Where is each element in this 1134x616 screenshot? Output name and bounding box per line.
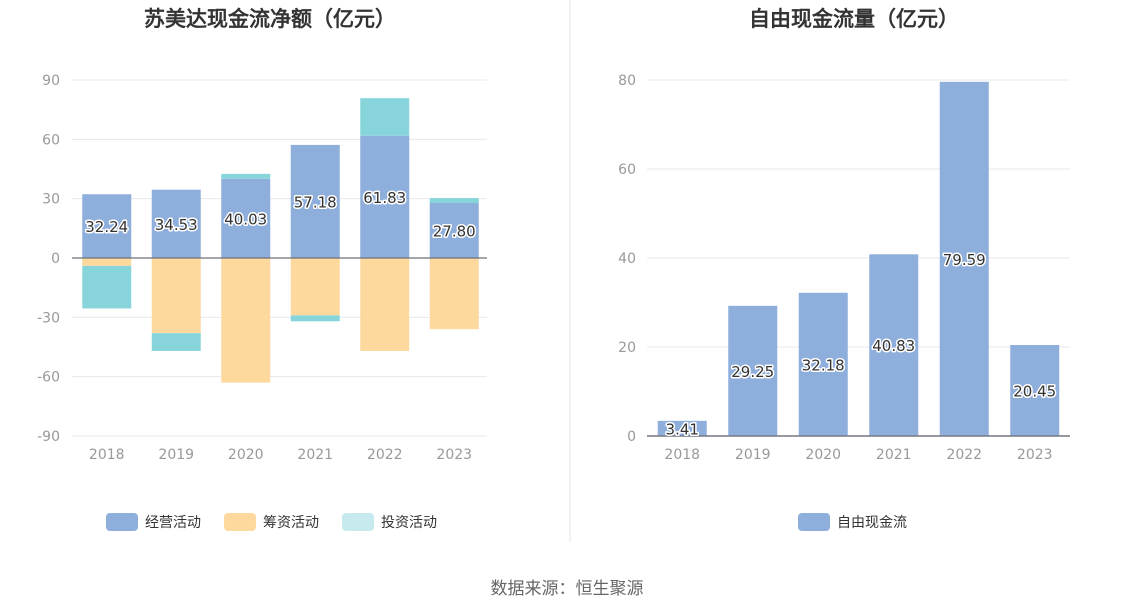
bar	[82, 258, 132, 266]
legend-label: 经营活动	[145, 515, 201, 531]
bar	[939, 81, 989, 437]
data-source: 数据来源：恒生聚源	[490, 579, 644, 599]
y-tick-label: 20	[618, 340, 636, 356]
bar	[429, 203, 479, 258]
x-tick-label: 2020	[805, 447, 841, 463]
bar	[290, 315, 340, 322]
legend-swatch	[106, 513, 138, 531]
x-tick-label: 2022	[946, 447, 982, 463]
y-tick-label: 0	[627, 429, 636, 445]
data-label: 40.03	[224, 210, 267, 228]
bar	[657, 420, 707, 436]
x-tick-label: 2021	[297, 447, 333, 463]
cash-flow-net-chart: 苏美达现金流净额（亿元） 90 60 30 0 -30 -60 -90 2018 2019 2020…	[37, 7, 487, 531]
legend-label: 筹资活动	[263, 514, 319, 531]
bar	[151, 333, 201, 351]
bar	[82, 265, 132, 309]
data-label: 29.25	[731, 363, 774, 381]
data-label: 61.83	[363, 189, 406, 207]
data-label: 34.53	[155, 216, 198, 234]
x-tick-label: 2021	[876, 447, 912, 463]
chart-title: 苏美达现金流净额（亿元）	[144, 7, 396, 31]
bar	[798, 292, 848, 436]
bar	[290, 258, 340, 316]
data-label: 40.83	[872, 337, 915, 355]
legend-swatch	[224, 513, 256, 531]
x-tick-label: 2023	[1017, 447, 1053, 463]
y-tick-label: 80	[618, 73, 636, 89]
data-label: 3.41	[666, 420, 699, 438]
data-label: 79.59	[943, 251, 986, 269]
data-label: 20.45	[1013, 382, 1056, 400]
x-tick-label: 2020	[228, 447, 264, 463]
bar	[429, 258, 479, 330]
bar	[221, 173, 271, 179]
bar	[221, 178, 271, 258]
data-label: 32.24	[85, 218, 128, 236]
x-tick-label: 2022	[367, 447, 403, 463]
bar	[869, 254, 919, 436]
y-tick-label: 0	[51, 251, 60, 267]
data-label: 27.80	[433, 223, 476, 241]
data-label: 57.18	[294, 193, 337, 211]
legend-label: 自由现金流	[837, 515, 907, 531]
legend-swatch	[798, 513, 830, 531]
bar	[151, 258, 201, 334]
bar	[1010, 344, 1060, 436]
x-tick-label: 2019	[735, 447, 771, 463]
chart-title: 自由现金流量（亿元）	[749, 7, 959, 31]
x-tick-label: 2019	[158, 447, 194, 463]
legend-label: 投资活动	[381, 515, 437, 531]
bar	[360, 98, 410, 136]
data-label: 32.18	[802, 356, 845, 374]
legend-swatch	[342, 513, 374, 531]
x-tick-label: 2023	[436, 447, 472, 463]
y-tick-label: 90	[42, 73, 60, 89]
free-cash-flow-chart: 自由现金流量（亿元） 80 60 40 20 0 2018 2019 2020 2021 2022 2…	[618, 7, 1070, 531]
x-tick-label: 2018	[89, 447, 125, 463]
bar	[429, 198, 479, 204]
bar	[360, 135, 410, 258]
bar	[360, 258, 410, 351]
y-tick-label: -60	[37, 370, 60, 386]
bar	[221, 258, 271, 383]
bar	[82, 194, 132, 258]
y-tick-label: 40	[618, 251, 636, 267]
bar	[290, 144, 340, 258]
y-tick-label: -30	[37, 310, 60, 326]
bar	[728, 305, 778, 436]
y-tick-label: -90	[37, 429, 60, 445]
bar	[151, 189, 201, 258]
y-tick-label: 30	[42, 192, 60, 208]
y-tick-label: 60	[42, 132, 60, 148]
y-tick-label: 60	[618, 162, 636, 178]
x-tick-label: 2018	[664, 447, 700, 463]
